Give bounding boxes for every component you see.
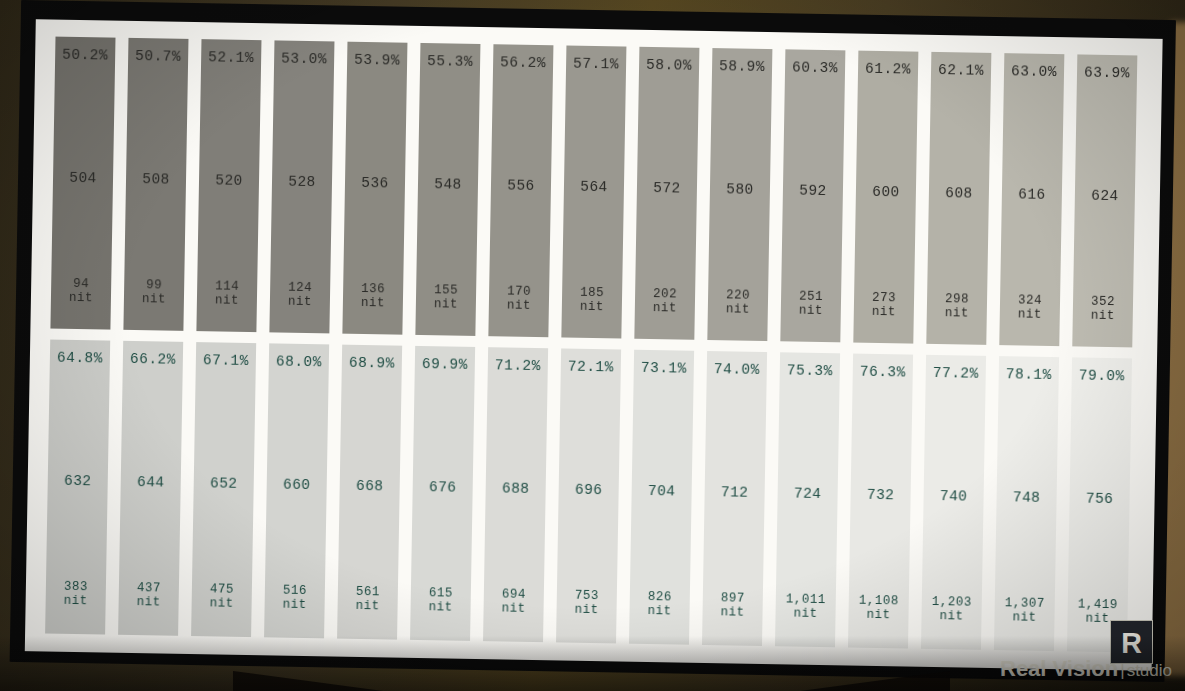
svg-text:R: R (1121, 627, 1142, 659)
